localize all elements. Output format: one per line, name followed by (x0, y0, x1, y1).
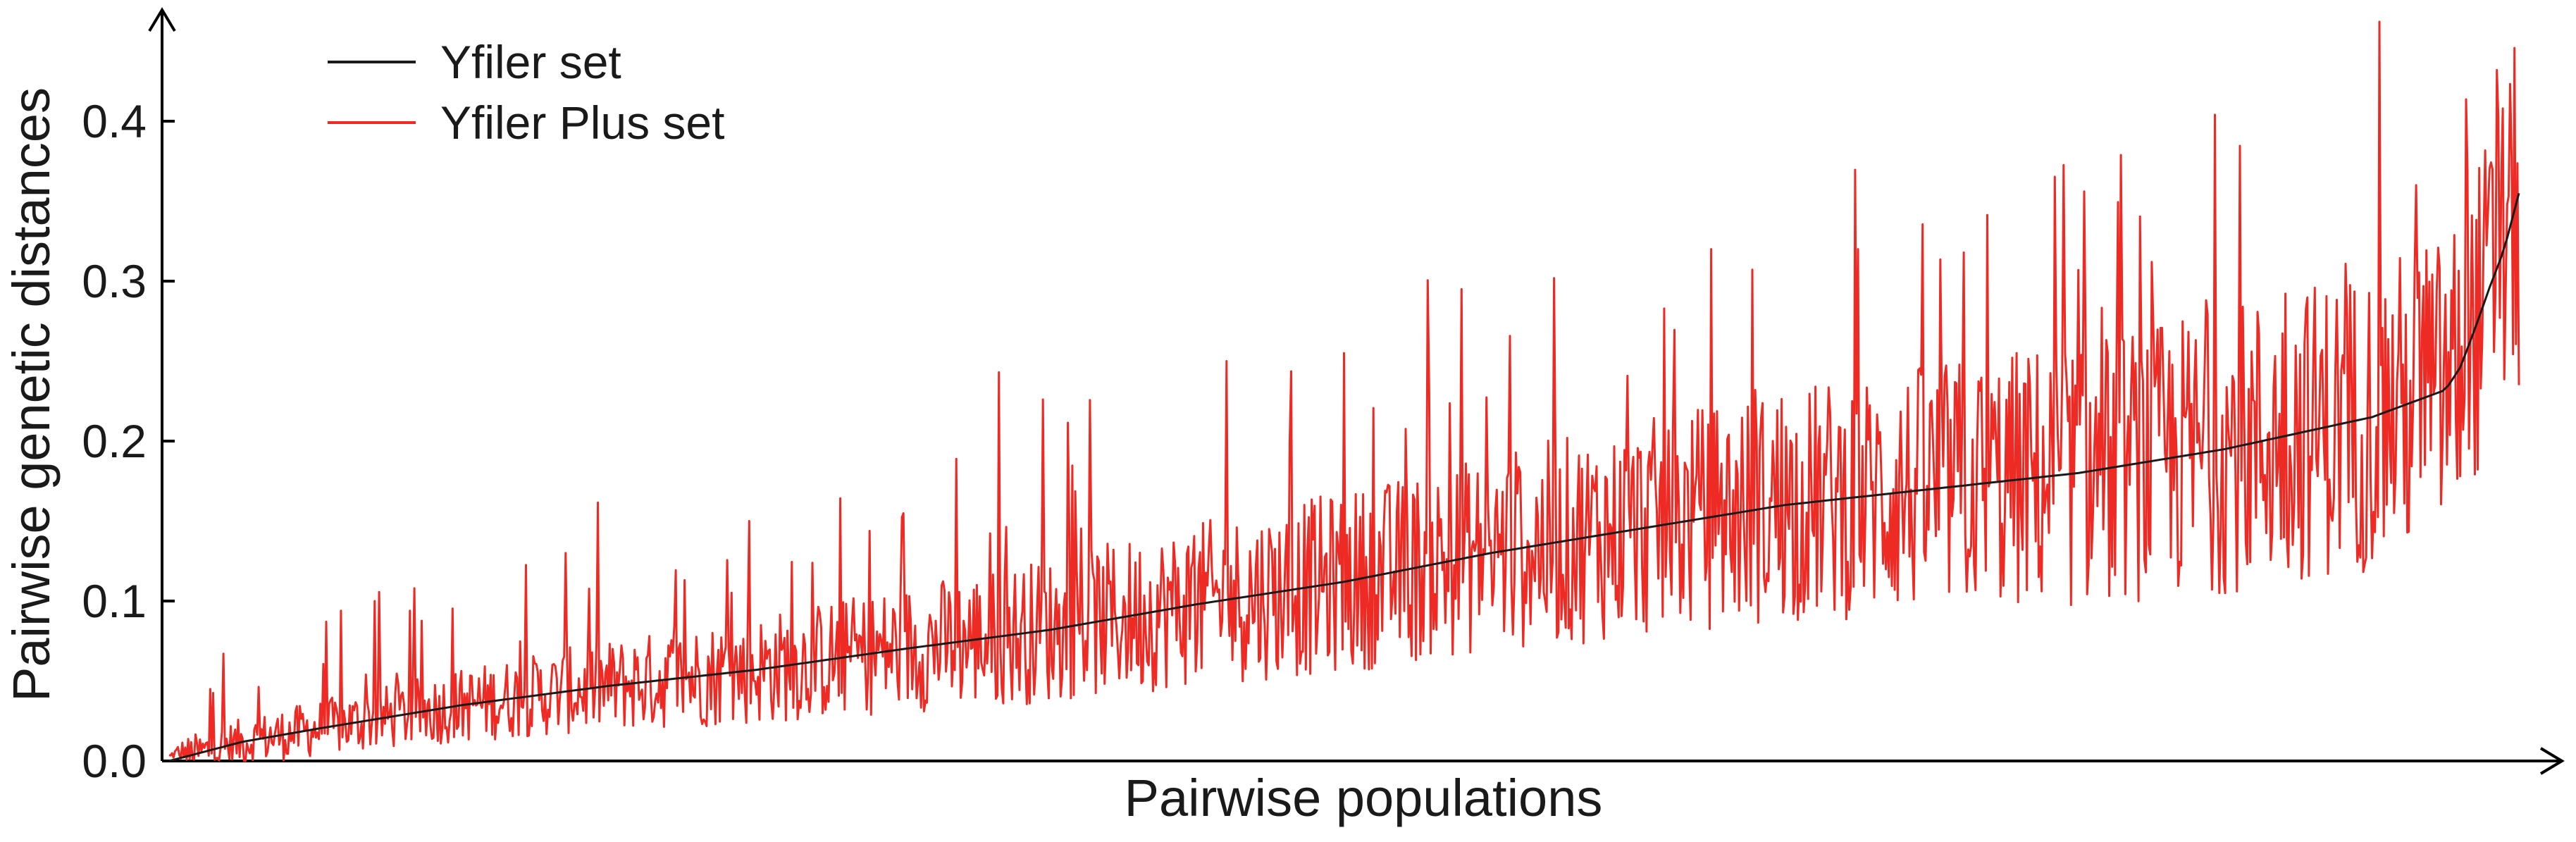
axes (148, 7, 2565, 775)
y-axis-title: Pairwise genetic distances (2, 87, 61, 702)
legend: Yfiler set Yfiler Plus set (328, 36, 724, 149)
series-line-yfiler (168, 192, 2520, 762)
y-ticks: 0.0 0.1 0.2 0.3 0.4 (82, 95, 175, 787)
x-axis-arrow (2539, 747, 2565, 775)
y-tick-label: 0.0 (82, 735, 147, 787)
y-tick-label: 0.4 (82, 95, 147, 147)
y-axis-arrow (148, 7, 176, 32)
y-tick-label: 0.2 (82, 415, 147, 467)
x-axis-title: Pairwise populations (1125, 769, 1603, 827)
y-tick-label: 0.3 (82, 255, 147, 307)
y-tick-label: 0.1 (82, 575, 147, 627)
series-layer (168, 20, 2520, 762)
legend-label: Yfiler set (440, 36, 621, 88)
legend-label: Yfiler Plus set (440, 97, 724, 149)
series-line-yfiler-plus (168, 20, 2520, 762)
